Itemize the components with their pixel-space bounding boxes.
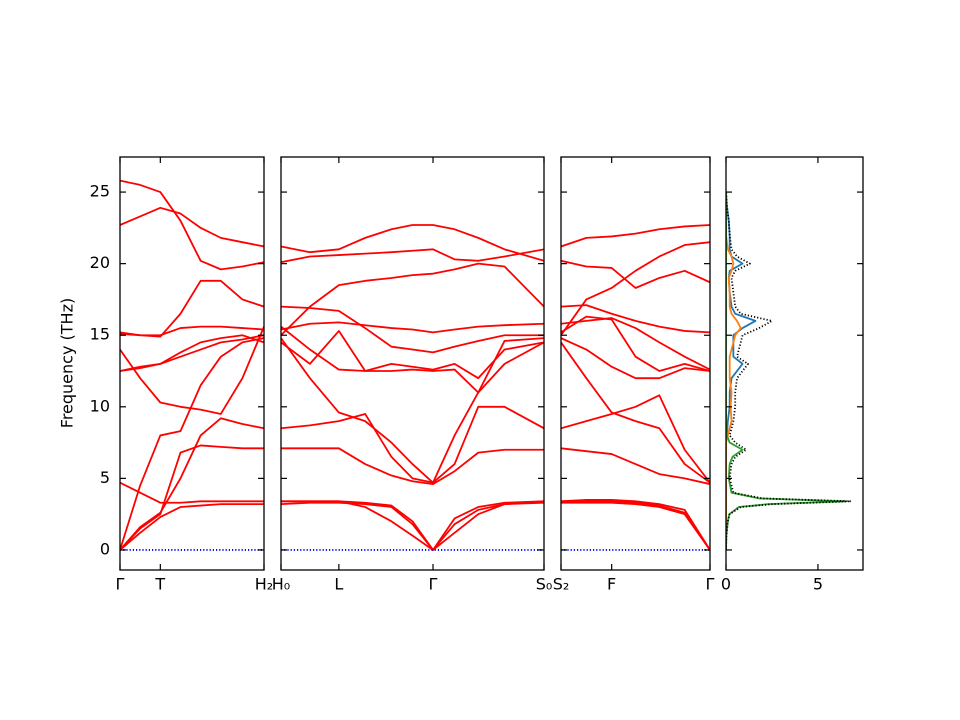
band-curve — [561, 341, 710, 484]
plot-area — [561, 224, 710, 551]
band-curve — [281, 500, 544, 551]
x-tick-label: T — [154, 575, 165, 594]
band-curve — [120, 179, 264, 271]
y-tick-label: 25 — [90, 182, 110, 201]
band-curve — [281, 330, 544, 380]
band-curve — [561, 315, 710, 372]
band-curve — [281, 325, 544, 394]
y-tick-label: 0 — [100, 539, 110, 558]
band-curve — [561, 500, 710, 551]
x-tick-label: 5 — [813, 575, 823, 594]
band-curve — [120, 503, 264, 551]
y-axis-label: Frequency (THz) — [58, 298, 77, 428]
band-curve — [281, 447, 544, 486]
band-curve — [281, 305, 544, 354]
x-tick-label: Γ — [429, 575, 438, 594]
band-curve — [120, 417, 264, 551]
panel-frame — [280, 156, 545, 571]
x-tick-label: S₂ — [553, 575, 570, 594]
plot-area — [281, 224, 544, 551]
band-curve — [281, 224, 544, 262]
band-curve — [561, 394, 710, 484]
band-curve — [120, 326, 264, 415]
x-tick-label: S₀ — [536, 575, 553, 594]
y-tick-label: 10 — [90, 396, 110, 415]
band-curve — [281, 321, 544, 334]
dos-curve — [726, 192, 742, 550]
band-curve — [281, 405, 544, 484]
y-tick-label: 20 — [90, 253, 110, 272]
panel-frame — [119, 156, 265, 571]
band-curve — [561, 259, 710, 289]
band-curve — [561, 337, 710, 380]
band-curve — [120, 334, 264, 372]
band-curve — [561, 317, 710, 371]
panel-frame — [725, 156, 864, 571]
y-tick-label: 5 — [100, 468, 110, 487]
band-curve — [281, 262, 544, 336]
dos-curve — [726, 192, 852, 550]
x-tick-label: H₂ — [255, 575, 273, 594]
x-tick-label: F — [607, 575, 616, 594]
band-curve — [120, 334, 264, 372]
plot-area — [726, 192, 852, 550]
panel-frame — [560, 156, 711, 571]
dos-curve — [726, 192, 757, 550]
band-curve — [281, 501, 544, 551]
band-curve — [561, 498, 710, 551]
band-curve — [120, 279, 264, 338]
x-tick-label: Γ — [706, 575, 715, 594]
band-curve — [561, 241, 710, 336]
x-tick-label: H₀ — [272, 575, 290, 594]
band-curve — [120, 481, 264, 504]
y-tick-label: 15 — [90, 325, 110, 344]
x-tick-label: 0 — [721, 575, 731, 594]
band-curve — [281, 337, 544, 484]
band-curve — [561, 447, 710, 485]
x-tick-label: Γ — [116, 575, 125, 594]
band-curve — [561, 304, 710, 334]
x-tick-label: L — [334, 575, 343, 594]
band-curve — [120, 444, 264, 551]
band-curve — [561, 224, 710, 248]
band-curve — [120, 206, 264, 248]
band-curve — [281, 248, 544, 264]
plot-area — [120, 179, 264, 551]
